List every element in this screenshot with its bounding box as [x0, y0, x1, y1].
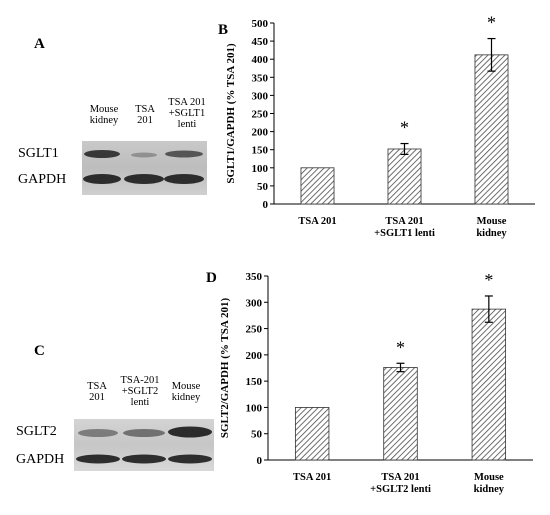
bar — [383, 367, 418, 461]
band-c-sglt2-2 — [123, 429, 165, 437]
x-tick-label: TSA 201 +SGLT1 lenti — [374, 216, 435, 239]
band-a-gapdh-2 — [124, 174, 164, 184]
y-tick-label: 150 — [246, 376, 263, 388]
x-tick-label: Mouse kidney — [476, 216, 507, 239]
western-blot-c — [74, 419, 214, 471]
band-a-sglt1-2 — [131, 152, 157, 158]
y-tick-label: 150 — [252, 145, 269, 157]
band-a-sglt1-1 — [84, 150, 120, 158]
y-tick-label: 350 — [246, 271, 263, 283]
y-tick-label: 350 — [252, 72, 269, 84]
significance-marker: * — [484, 270, 493, 290]
y-tick-label: 50 — [257, 181, 269, 193]
y-tick-label: 0 — [257, 455, 263, 467]
y-axis-label: SGLT1/GAPDH (% TSA 201) — [225, 43, 237, 184]
y-tick-label: 400 — [252, 54, 269, 66]
bar — [471, 308, 507, 461]
lane-label-c-3: Mouse kidney — [171, 381, 201, 403]
bar — [474, 54, 509, 205]
x-tick-label: TSA 201 — [293, 472, 331, 483]
bar-chart-d: 0 50 100 150 200 250 300 350 SGLT2/GAPDH (% TSA … — [219, 270, 533, 495]
x-tick-label: Mouse kidney — [474, 472, 505, 495]
bar — [387, 148, 422, 205]
y-tick-label: 200 — [246, 350, 263, 362]
panel-letter-a: A — [34, 36, 45, 52]
row-label-sglt1: SGLT1 — [18, 146, 59, 161]
significance-marker: * — [396, 337, 405, 357]
bar — [294, 407, 330, 461]
y-tick-label: 100 — [246, 402, 263, 414]
band-a-sglt1-3 — [165, 150, 203, 158]
y-tick-label: 200 — [252, 127, 269, 139]
y-tick-label: 50 — [251, 429, 263, 441]
lane-label-a-1: Mouse kidney — [89, 104, 119, 126]
row-label-gapdh-c: GAPDH — [16, 452, 65, 467]
significance-marker: * — [487, 13, 496, 33]
row-label-sglt2: SGLT2 — [16, 424, 57, 439]
band-c-gapdh-2 — [122, 454, 166, 464]
y-tick-label: 300 — [246, 297, 263, 309]
panel-letter-b: B — [218, 22, 229, 38]
row-label-gapdh-a: GAPDH — [18, 172, 67, 187]
band-c-sglt2-3 — [168, 426, 212, 438]
bar-chart-b: 0 50 100 150 200 250 300 350 400 450 500 SGLT1/GAPD… — [225, 13, 535, 239]
y-tick-label: 0 — [263, 199, 269, 211]
band-c-sglt2-1 — [78, 429, 118, 437]
band-a-gapdh-3 — [164, 174, 204, 184]
lane-label-c-1: TSA 201 — [87, 381, 107, 403]
panel-letter-c: C — [34, 343, 45, 359]
panel-letter-d: D — [206, 270, 217, 286]
y-tick-label: 500 — [252, 18, 269, 30]
bar — [300, 167, 335, 205]
x-tick-label: TSA 201 +SGLT2 lenti — [370, 472, 431, 495]
y-tick-label: 250 — [246, 324, 263, 336]
lane-label-c-2: TSA-201 +SGLT2 lenti — [120, 375, 160, 408]
y-tick-label: 250 — [252, 109, 269, 121]
y-tick-label: 450 — [252, 36, 269, 48]
y-tick-label: 100 — [252, 163, 269, 175]
y-tick-label: 300 — [252, 90, 269, 102]
band-a-gapdh-1 — [83, 174, 121, 184]
x-tick-label: TSA 201 — [298, 216, 336, 227]
significance-marker: * — [400, 118, 409, 138]
western-blot-a — [82, 141, 207, 195]
lane-label-a-3: TSA 201 +SGLT1 lenti — [168, 97, 206, 130]
lane-label-a-2: TSA 201 — [135, 104, 155, 126]
band-c-gapdh-3 — [168, 454, 212, 464]
band-c-gapdh-1 — [76, 454, 120, 464]
y-axis-label: SGLT2/GAPDH (% TSA 201) — [219, 298, 231, 439]
